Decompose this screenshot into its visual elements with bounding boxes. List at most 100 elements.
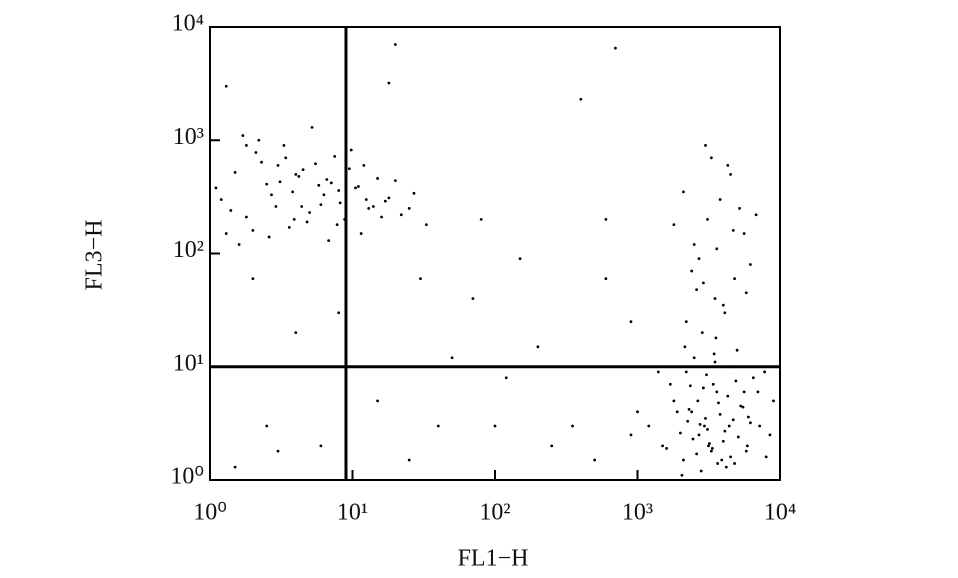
data-point (749, 263, 752, 266)
data-point (690, 410, 694, 414)
x-tick-label: 10⁴ (764, 500, 796, 526)
data-point (376, 177, 379, 180)
data-point (270, 193, 273, 197)
data-point (419, 277, 422, 281)
data-point (337, 189, 341, 192)
data-point (690, 269, 694, 273)
data-point (325, 178, 329, 181)
data-point (604, 218, 608, 221)
data-point (696, 399, 700, 403)
data-point (706, 218, 709, 221)
data-point (684, 320, 688, 324)
data-point (257, 138, 261, 142)
data-point (319, 203, 323, 207)
data-point (354, 186, 357, 190)
data-point (758, 424, 762, 428)
data-point (751, 376, 755, 380)
data-point (682, 190, 685, 194)
data-point (710, 447, 714, 450)
data-point (335, 223, 339, 226)
data-point (707, 444, 710, 448)
data-point (265, 424, 269, 428)
data-point (291, 190, 295, 194)
data-point (550, 444, 554, 448)
data-point (593, 458, 597, 462)
data-point (706, 427, 709, 431)
data-point (327, 239, 331, 242)
data-point (721, 439, 725, 443)
data-point (224, 84, 228, 88)
data-point (471, 297, 475, 300)
x-tick-label: 10² (479, 500, 510, 526)
data-point (705, 373, 708, 377)
data-point (319, 444, 323, 448)
data-point (229, 209, 233, 212)
data-point (412, 191, 416, 195)
data-point (695, 452, 699, 456)
data-point (244, 144, 248, 147)
data-point (691, 437, 695, 441)
data-point (579, 97, 583, 101)
data-point (720, 458, 724, 462)
x-tick-label: 10³ (622, 500, 653, 526)
data-point (504, 376, 508, 380)
data-point (656, 370, 660, 374)
data-point (682, 458, 685, 462)
data-point (287, 226, 291, 229)
data-point (294, 172, 298, 176)
data-point (329, 181, 333, 185)
data-point (756, 390, 760, 394)
data-point (393, 179, 397, 183)
data-point (692, 243, 696, 246)
data-point (604, 277, 608, 281)
data-point (661, 444, 664, 448)
data-point (300, 205, 304, 208)
data-point (734, 379, 738, 383)
data-point (726, 394, 730, 398)
data-point (731, 418, 735, 422)
data-point (672, 399, 676, 403)
data-point (241, 134, 245, 137)
data-point (356, 185, 360, 188)
data-point (629, 320, 633, 324)
data-point (736, 435, 740, 439)
data-point (301, 168, 305, 172)
data-point (692, 356, 696, 360)
data-point (387, 196, 391, 200)
data-point (267, 235, 271, 239)
data-point (333, 155, 337, 158)
data-point (741, 405, 745, 409)
data-point (701, 386, 705, 390)
data-point (317, 183, 321, 187)
data-point (763, 370, 767, 374)
data-point (711, 382, 715, 386)
data-point (518, 257, 522, 261)
data-point (729, 172, 732, 176)
y-tick-label: 10³ (173, 124, 204, 150)
data-point (721, 303, 725, 307)
data-point (265, 182, 269, 186)
data-point (718, 412, 722, 416)
data-point (714, 336, 718, 340)
data-point (393, 43, 397, 46)
data-point (713, 360, 717, 364)
data-point (647, 424, 651, 428)
data-point (276, 163, 280, 167)
data-point (668, 382, 672, 386)
data-point (347, 167, 351, 171)
data-point (322, 193, 326, 197)
data-point (310, 125, 314, 129)
data-point (571, 424, 574, 428)
data-point (284, 156, 288, 160)
data-point (337, 311, 341, 315)
data-point (687, 408, 691, 411)
data-point (715, 390, 719, 394)
data-point (276, 449, 280, 453)
data-point (695, 288, 699, 291)
data-point (727, 424, 731, 428)
data-point (704, 144, 707, 147)
data-point (244, 215, 248, 219)
data-point (219, 198, 223, 201)
data-point (754, 213, 758, 217)
